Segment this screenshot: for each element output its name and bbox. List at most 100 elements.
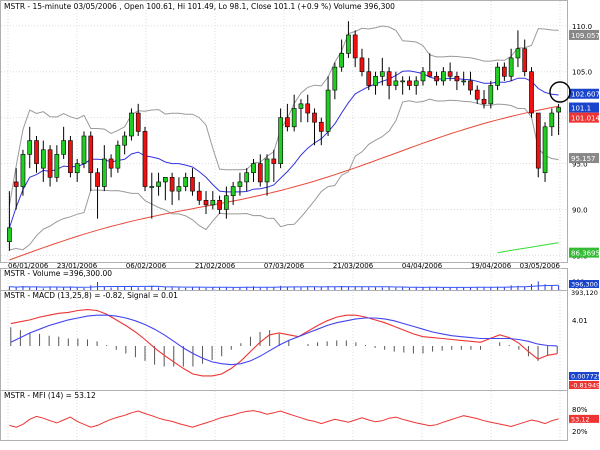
candle-body bbox=[305, 103, 311, 114]
price-tick-label: 90.0 bbox=[572, 206, 588, 214]
signal-value-box bbox=[569, 372, 599, 380]
candle-body bbox=[447, 71, 453, 77]
ma-red-value-box bbox=[569, 112, 599, 123]
price-title: MSTR - 15-minute 03/05/2006 , Open 100.6… bbox=[4, 2, 395, 11]
candle-body bbox=[278, 117, 283, 164]
candle-body bbox=[54, 154, 60, 178]
grid-lines bbox=[1, 1, 567, 440]
bollinger-lower-value-label: 95.157 bbox=[571, 155, 596, 163]
candle-body bbox=[251, 163, 256, 174]
price-chart bbox=[7, 21, 561, 261]
mfi-line bbox=[9, 410, 559, 428]
candle-body bbox=[237, 181, 243, 187]
x-tick-label: 19/04/2006 bbox=[471, 262, 512, 270]
candle-body bbox=[34, 140, 39, 164]
candle-body bbox=[312, 112, 317, 123]
close-value-label: 101.1 bbox=[571, 105, 591, 113]
candle-body bbox=[122, 135, 127, 146]
candle-body bbox=[88, 135, 94, 174]
macd-signal-line bbox=[10, 314, 558, 366]
x-tick-label: 06/02/2006 bbox=[126, 262, 167, 270]
candle-body bbox=[400, 80, 405, 83]
macd-macd-line bbox=[10, 309, 558, 377]
candle-body bbox=[13, 181, 19, 187]
candle-body bbox=[176, 186, 182, 192]
candle-body bbox=[210, 199, 216, 206]
ma-green-line bbox=[497, 242, 559, 254]
price-tick-label: 95.0 bbox=[572, 161, 588, 169]
candle-body bbox=[217, 199, 222, 210]
ma-red-line bbox=[9, 105, 559, 261]
mfi-value-box bbox=[569, 414, 599, 423]
ma-blue-value-label: 102.607 bbox=[571, 91, 600, 99]
close-value-box bbox=[569, 102, 599, 113]
candle-body bbox=[495, 66, 500, 86]
candle-body bbox=[264, 158, 270, 183]
candle-body bbox=[101, 158, 107, 187]
x-axis-labels: 06/01/2006 23/01/2006 06/02/2006 21/02/2006… bbox=[8, 262, 561, 270]
candle-body bbox=[244, 172, 250, 183]
candle-body bbox=[108, 158, 114, 169]
candle-body bbox=[522, 48, 528, 73]
candle-body bbox=[393, 80, 399, 86]
x-tick-label: 06/01/2006 bbox=[8, 262, 49, 270]
candle-body bbox=[441, 71, 446, 82]
candle-body bbox=[454, 75, 460, 82]
price-tick-label: 105.0 bbox=[572, 69, 592, 77]
candle-body bbox=[68, 140, 73, 174]
mfi-tick-label: 20% bbox=[572, 428, 588, 436]
candle-body bbox=[407, 80, 412, 86]
ma-red-value-label: 101.014 bbox=[571, 115, 600, 123]
candle-body bbox=[81, 135, 87, 164]
candle-body bbox=[20, 154, 26, 187]
candle-body bbox=[271, 158, 277, 164]
candle-body bbox=[142, 131, 148, 187]
candle-body bbox=[332, 66, 338, 91]
macd-value-label: -0.81949 bbox=[571, 382, 600, 390]
bollinger-lower-value-box bbox=[569, 153, 599, 164]
candle-body bbox=[230, 186, 236, 197]
price-tick-label: 110.0 bbox=[572, 23, 592, 31]
candle-body bbox=[7, 227, 12, 242]
candle-body bbox=[542, 126, 548, 174]
candle-body bbox=[190, 177, 195, 192]
candle-body bbox=[169, 177, 175, 192]
bollinger-lower-line bbox=[9, 98, 559, 251]
candle-body bbox=[339, 53, 344, 68]
x-tick-label: 21/02/2006 bbox=[195, 262, 236, 270]
volume-average-line bbox=[9, 284, 559, 288]
candle-body bbox=[502, 66, 507, 77]
candle-body bbox=[61, 140, 66, 155]
candle-body bbox=[508, 57, 514, 77]
candle-body bbox=[515, 48, 521, 59]
candle-body bbox=[115, 144, 121, 169]
bollinger-upper-value-label: 109.057 bbox=[571, 32, 600, 40]
candle-body bbox=[535, 112, 541, 169]
x-tick-label: 07/03/2006 bbox=[264, 262, 305, 270]
candle-body bbox=[386, 71, 392, 86]
ma-blue-line bbox=[8, 70, 559, 229]
candle-body bbox=[95, 172, 100, 187]
candle-body bbox=[481, 98, 487, 105]
volume-value-box bbox=[569, 280, 599, 288]
candle-body bbox=[488, 85, 494, 105]
candle-body bbox=[529, 71, 534, 114]
ma-green-value-box bbox=[569, 247, 599, 258]
candle-body bbox=[47, 149, 53, 178]
x-tick-label: 04/04/2006 bbox=[402, 262, 443, 270]
candle-body bbox=[379, 71, 385, 77]
candle-body bbox=[257, 163, 263, 183]
candle-body bbox=[346, 34, 351, 54]
macd-chart bbox=[10, 309, 558, 377]
last-value-labels: 109.057 102.607 101.1 101.014 95.157 86.3695 3… bbox=[569, 29, 600, 423]
candle-body bbox=[74, 163, 80, 174]
x-tick-label: 23/01/2006 bbox=[57, 262, 98, 270]
x-tick-label: 03/05/2006 bbox=[520, 262, 561, 270]
bollinger-upper-line bbox=[8, 25, 559, 206]
x-tick-label: 21/03/2006 bbox=[333, 262, 374, 270]
candle-body bbox=[156, 181, 161, 187]
candle-body bbox=[474, 89, 480, 100]
candle-body bbox=[366, 71, 372, 86]
ma-blue-value-box bbox=[569, 88, 599, 99]
